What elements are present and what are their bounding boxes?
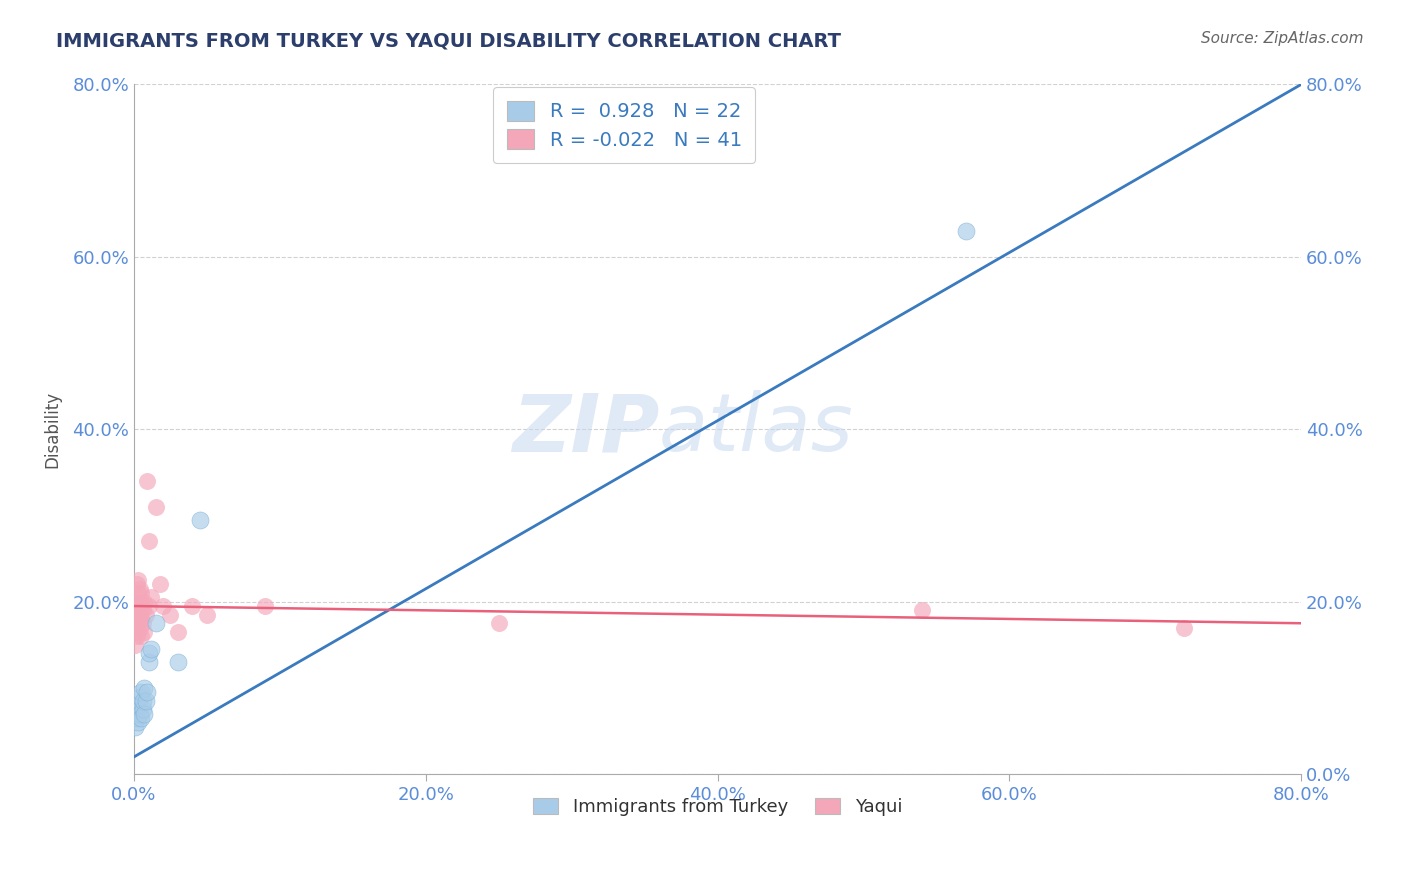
Point [152,599,174,613]
Point [138,534,160,549]
Point [135,694,157,708]
Point [159,607,181,622]
Point [127,573,149,587]
Point [125,629,148,643]
Point [136,685,159,699]
Point [138,655,160,669]
Point [124,638,146,652]
Point [129,586,152,600]
Point [125,702,148,716]
Point [145,616,167,631]
Point [127,624,149,639]
Point [911,603,934,617]
Point [125,603,148,617]
Point [125,577,148,591]
Point [141,642,163,657]
Point [128,607,150,622]
Point [145,500,167,514]
Point [127,715,149,730]
Point [134,595,156,609]
Legend: Immigrants from Turkey, Yaqui: Immigrants from Turkey, Yaqui [526,791,910,823]
Text: IMMIGRANTS FROM TURKEY VS YAQUI DISABILITY CORRELATION CHART: IMMIGRANTS FROM TURKEY VS YAQUI DISABILI… [56,31,841,50]
Point [195,607,218,622]
Point [132,603,155,617]
Point [134,681,156,695]
Point [136,474,159,488]
Point [134,624,156,639]
Point [127,599,149,613]
Point [132,694,155,708]
Point [128,690,150,704]
Point [134,706,156,721]
Point [128,706,150,721]
Point [129,629,152,643]
Point [124,720,146,734]
Point [138,599,160,613]
Point [127,612,149,626]
Point [125,711,148,725]
Point [254,599,277,613]
Point [149,577,172,591]
Point [141,591,163,605]
Text: atlas: atlas [659,391,853,468]
Point [955,224,977,238]
Text: Source: ZipAtlas.com: Source: ZipAtlas.com [1201,31,1364,46]
Point [181,599,204,613]
Point [129,612,152,626]
Point [188,513,211,527]
Point [132,616,155,631]
Point [125,616,148,631]
Point [129,685,152,699]
Y-axis label: Disability: Disability [44,391,60,467]
Point [132,702,155,716]
Point [166,655,188,669]
Point [138,647,160,661]
Point [124,621,146,635]
Point [127,586,149,600]
Point [1173,621,1195,635]
Point [125,595,148,609]
Point [128,582,150,596]
Point [124,607,146,622]
Point [128,595,150,609]
Point [129,711,152,725]
Point [488,616,510,631]
Point [128,621,150,635]
Point [129,599,152,613]
Point [127,698,149,713]
Point [135,607,157,622]
Point [166,624,188,639]
Text: ZIP: ZIP [512,391,659,468]
